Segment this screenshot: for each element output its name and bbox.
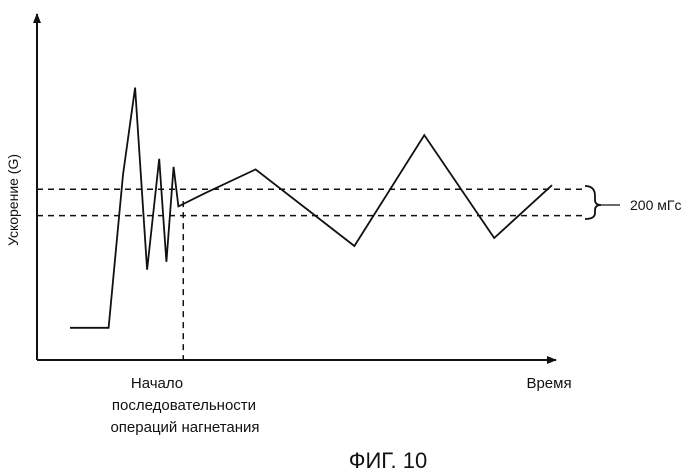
series-line-0 — [70, 88, 552, 328]
figure-caption: ФИГ. 10 — [349, 448, 427, 473]
series-group — [70, 88, 552, 328]
marker-label-line-2: последовательности — [112, 397, 256, 414]
marker-label-line-1: Начало — [131, 375, 183, 392]
y-axis-label: Ускорение (G) — [5, 154, 21, 246]
x-axis-label: Время — [526, 375, 571, 392]
marker-label-line-3: операций нагнетания — [110, 419, 259, 436]
band-label: 200 мГс — [630, 197, 681, 213]
band-brace — [585, 186, 601, 219]
